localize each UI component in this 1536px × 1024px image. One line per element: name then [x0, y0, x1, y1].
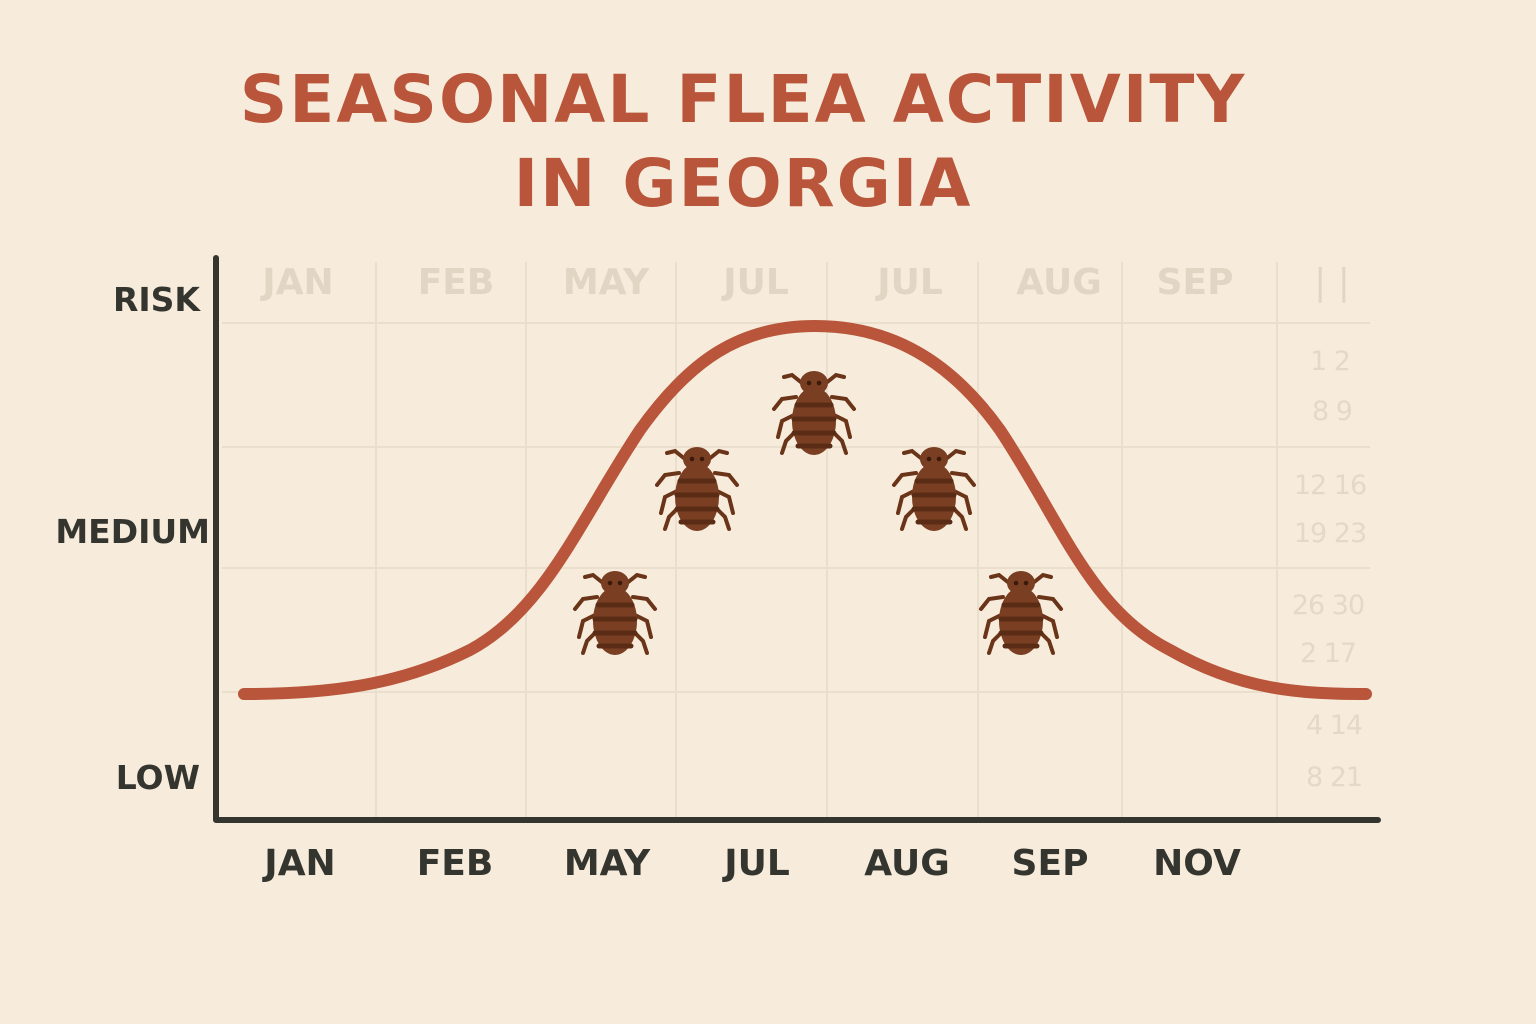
ghost-month: SEP	[1156, 262, 1234, 303]
ghost-month: JAN	[262, 262, 334, 303]
ghost-number: 1 2	[1310, 346, 1351, 377]
flea-icon	[774, 371, 854, 455]
x-label: AUG	[864, 843, 950, 884]
x-label: JAN	[264, 843, 336, 884]
ghost-number: 8 9	[1312, 396, 1353, 427]
activity-curve	[238, 319, 1372, 700]
ghost-number: 19 23	[1293, 518, 1367, 549]
y-label-low: LOW	[115, 758, 200, 797]
flea-icon	[575, 571, 655, 655]
x-label: MAY	[563, 843, 651, 884]
ghost-month: JUL	[877, 262, 943, 303]
ghost-number: 2 17	[1299, 638, 1357, 669]
x-label: FEB	[416, 843, 494, 884]
y-label-risk: RISK	[112, 280, 200, 319]
ghost-month: JUL	[723, 262, 789, 303]
flea-icon	[981, 571, 1061, 655]
ghost-month: MAY	[562, 262, 650, 303]
ghost-number: 26 30	[1291, 590, 1365, 621]
ghost-number: 8 21	[1305, 762, 1363, 793]
x-label: NOV	[1153, 843, 1241, 884]
axes	[213, 255, 1381, 823]
flea-icon	[657, 447, 737, 531]
x-label: SEP	[1011, 843, 1089, 884]
ghost-month: FEB	[417, 262, 495, 303]
title-line-1: SEASONAL FLEA ACTIVITY	[239, 61, 1247, 138]
ghost-number: 4 14	[1305, 710, 1363, 741]
ghost-month: AUG	[1016, 262, 1102, 303]
flea-icon	[894, 447, 974, 531]
chart-title: SEASONAL FLEA ACTIVITY IN GEORGIA	[0, 58, 1486, 226]
title-line-2: IN GEORGIA	[513, 145, 973, 222]
ghost-number: 12 16	[1293, 470, 1367, 501]
grid-lines	[222, 262, 1370, 818]
ghost-month: | |	[1314, 262, 1350, 303]
y-label-medium: MEDIUM	[55, 512, 210, 551]
x-label: JUL	[724, 843, 790, 884]
